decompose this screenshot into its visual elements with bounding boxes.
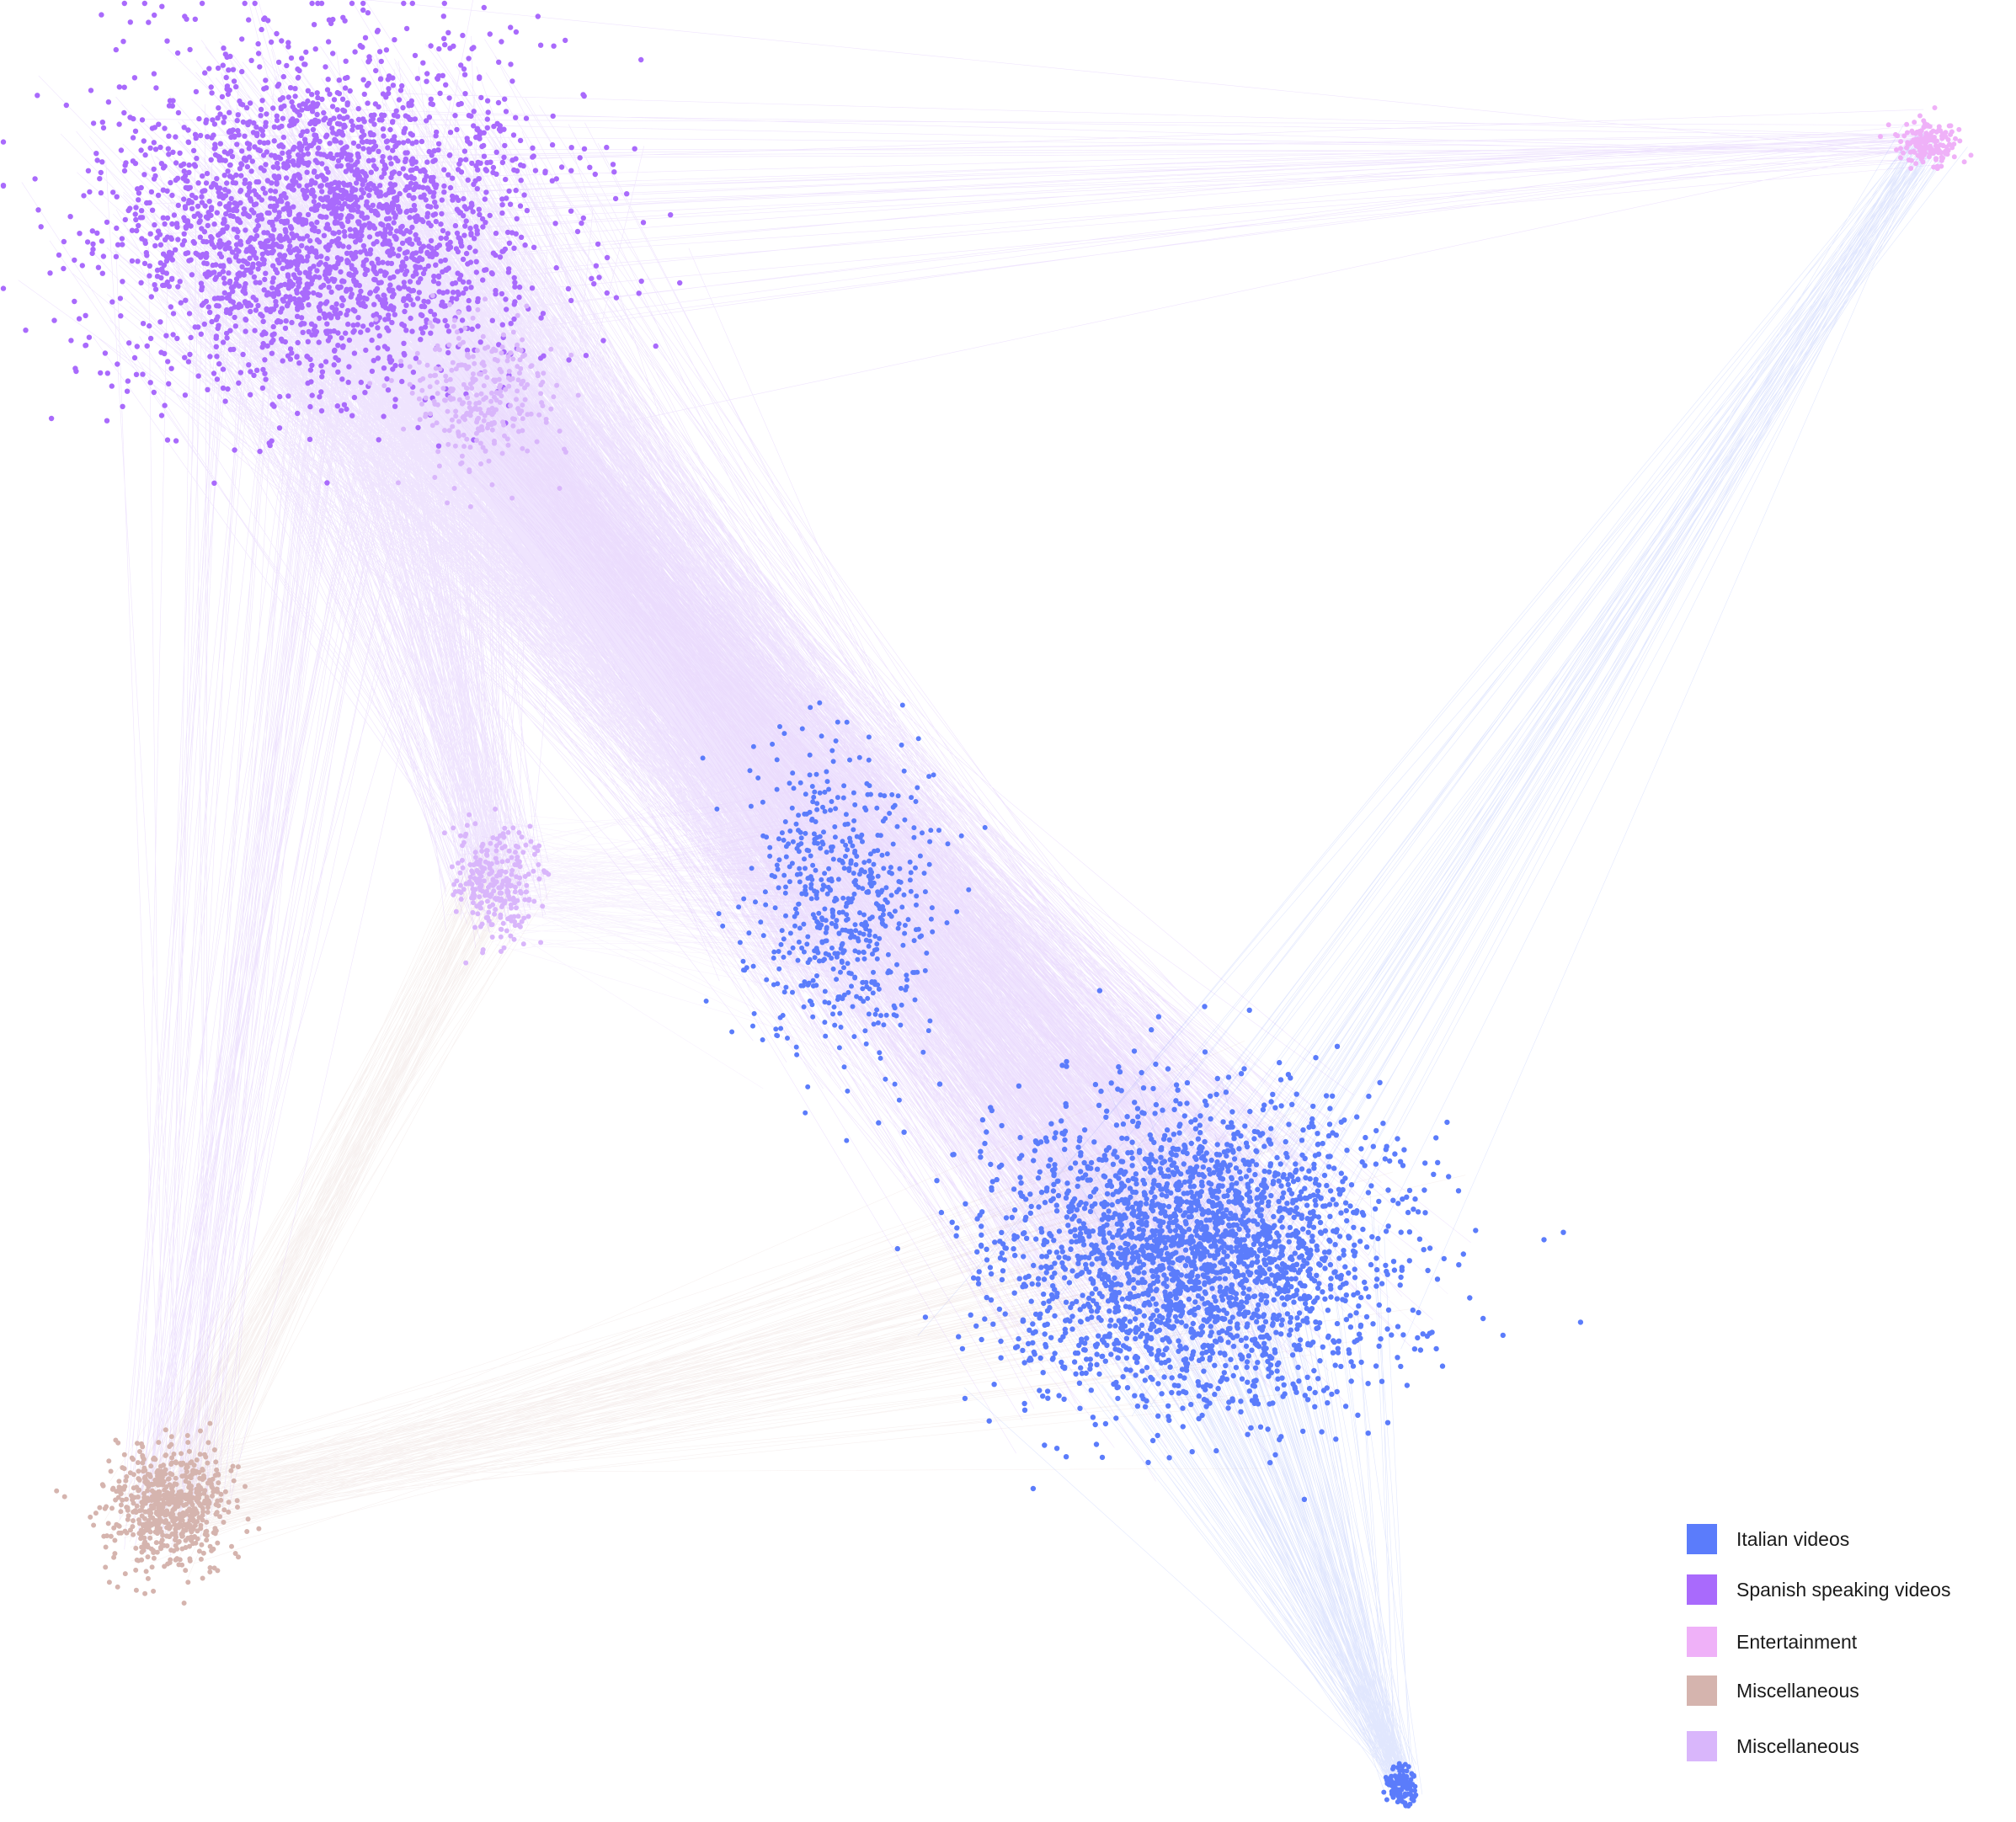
- legend-label: Miscellaneous: [1736, 1679, 1859, 1702]
- graph-node-set: [441, 807, 552, 966]
- node-cluster: [1381, 1761, 1419, 1809]
- graph-node-set: [876, 988, 1584, 1502]
- edge-bundle: [18, 0, 1955, 1556]
- legend-item-miscellaneous-lilac: Miscellaneous: [1687, 1729, 1859, 1763]
- node-cluster: [1878, 105, 1974, 172]
- edge-bundle: [917, 124, 1968, 1807]
- legend-swatch: [1687, 1627, 1717, 1657]
- legend-label: Spanish speaking videos: [1736, 1578, 1951, 1601]
- legend-item-miscellaneous-brown: Miscellaneous: [1687, 1674, 1859, 1707]
- graph-node-set: [0, 0, 683, 487]
- legend-item-italian: Italian videos: [1687, 1522, 1849, 1556]
- edge-bundle: [104, 831, 1466, 1578]
- legend-swatch: [1687, 1574, 1717, 1605]
- graph-edges: [18, 0, 1968, 1807]
- graph-node-set: [367, 293, 581, 509]
- legend-swatch: [1687, 1731, 1717, 1761]
- legend-item-spanish: Spanish speaking videos: [1687, 1573, 1950, 1606]
- node-cluster: [54, 1420, 262, 1606]
- legend-item-entertainment: Entertainment: [1687, 1625, 1857, 1659]
- graph-node-set: [1878, 105, 1974, 172]
- legend-label: Entertainment: [1736, 1630, 1858, 1653]
- graph-node-set: [1381, 1761, 1419, 1809]
- node-cluster: [441, 807, 552, 966]
- legend-label: Italian videos: [1736, 1527, 1850, 1550]
- legend-swatch: [1687, 1675, 1717, 1706]
- legend-label: Miscellaneous: [1736, 1734, 1859, 1757]
- node-cluster: [367, 293, 581, 509]
- node-cluster: [0, 0, 683, 487]
- graph-node-set: [54, 1420, 262, 1606]
- node-cluster: [876, 988, 1584, 1502]
- graph-nodes: [0, 0, 1974, 1809]
- legend-swatch: [1687, 1524, 1717, 1554]
